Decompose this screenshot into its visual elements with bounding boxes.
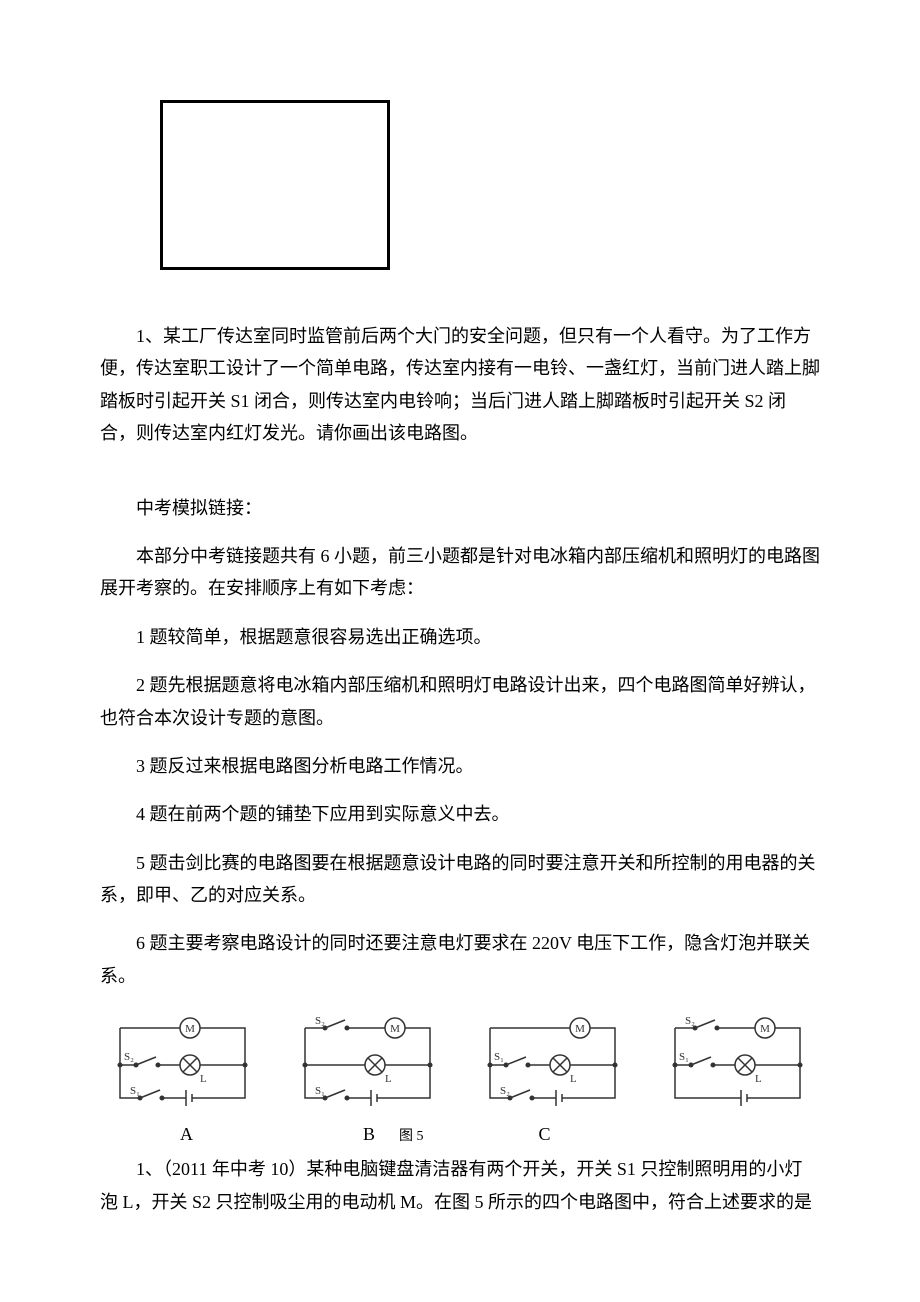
lamp-label: L [570,1073,577,1085]
option-a-label: A [180,1124,193,1145]
circuit-diagram-d: M L S₂ S₁ [655,1008,820,1118]
empty-answer-box [160,100,390,270]
motor-label: M [185,1023,195,1035]
item-5: 5 题击剑比赛的电路图要在根据题意设计电路的同时要注意开关和所控制的用电器的关系… [100,847,820,912]
question-1: 1、某工厂传达室同时监管前后两个大门的安全问题，但只有一个人看守。为了工作方便，… [100,320,820,450]
s2-label: S₂ [500,1085,510,1097]
circuit-diagram-b: M L S₂ S₁ [285,1008,450,1118]
s2-label: S₂ [685,1015,695,1027]
section-heading-exam-links: 中考模拟链接： [100,492,820,524]
lamp-label: L [385,1073,392,1085]
intro-paragraph: 本部分中考链接题共有 6 小题，前三小题都是针对电冰箱内部压缩机和照明灯的电路图… [100,540,820,605]
s1-label: S₁ [679,1051,689,1063]
item-1: 1 题较简单，根据题意很容易选出正确选项。 [100,621,820,653]
motor-label: M [390,1023,400,1035]
lamp-label: L [755,1073,762,1085]
item-6: 6 题主要考察电路设计的同时还要注意电灯要求在 220V 电压下工作，隐含灯泡并… [100,927,820,992]
option-b-label: B [363,1124,375,1145]
item-2: 2 题先根据题意将电冰箱内部压缩机和照明灯电路设计出来，四个电路图简单好辨认，也… [100,669,820,734]
item-3: 3 题反过来根据电路图分析电路工作情况。 [100,750,820,782]
circuit-diagram-a: M L S₂ S₁ [100,1008,265,1118]
s2-label: S₂ [315,1015,325,1027]
exam-question-1: 1、（2011 年中考 10）某种电脑键盘清洁器有两个开关，开关 S1 只控制照… [100,1153,820,1218]
s1-label: S₁ [315,1085,325,1097]
item-4: 4 题在前两个题的铺垫下应用到实际意义中去。 [100,798,820,830]
spacer [100,466,820,492]
option-labels-row: A B 图 5 C [100,1124,820,1145]
s2-label: S₂ [124,1051,134,1063]
motor-label: M [575,1023,585,1035]
s1-label: S₁ [130,1085,140,1097]
s1-label: S₁ [494,1051,504,1063]
figure-5-label: 图 5 [399,1125,424,1145]
circuit-figure-5: M L S₂ S₁ [100,1008,820,1145]
lamp-label: L [200,1073,207,1085]
motor-label: M [760,1023,770,1035]
option-c-label: C [539,1124,551,1145]
circuit-diagram-c: M L S₁ S₂ [470,1008,635,1118]
